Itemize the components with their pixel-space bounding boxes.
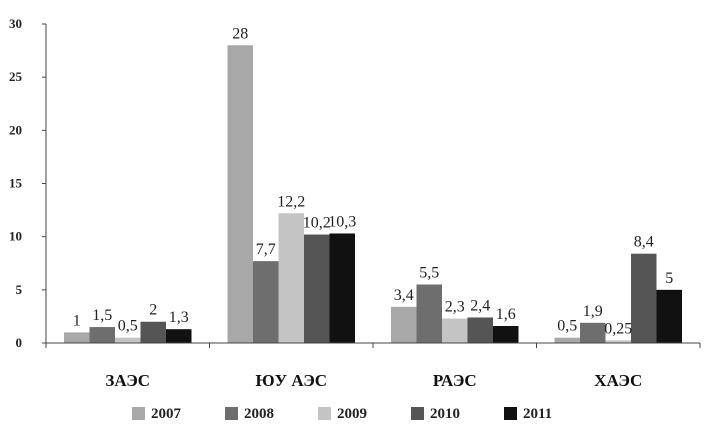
bars: [64, 45, 682, 343]
category-label: ЮУ АЭС: [255, 371, 327, 390]
data-label: 3,4: [394, 287, 414, 304]
bar-2008-2: [417, 285, 443, 343]
y-axis: 0 5 10 15 20 25 30: [9, 16, 46, 350]
data-label: 5,5: [419, 265, 439, 282]
legend-swatch: [504, 407, 517, 420]
bar-2010-2: [468, 317, 494, 343]
data-label: 1,3: [169, 309, 189, 326]
bar-2007-0: [64, 332, 90, 343]
bar-2008-0: [90, 327, 116, 343]
bar-2008-3: [580, 323, 606, 343]
bar-2009-2: [442, 319, 468, 343]
data-label: 1,6: [496, 306, 516, 323]
bar-2010-3: [631, 254, 657, 343]
y-tick-label: 30: [9, 16, 22, 31]
data-label: 1,5: [92, 307, 112, 324]
legend-swatch: [411, 407, 424, 420]
bar-2009-1: [279, 213, 305, 343]
category-label: ХАЭС: [594, 371, 642, 390]
legend-swatch: [318, 407, 331, 420]
data-labels: 1 1,5 0,5 2 1,3 28 7,7 12,2 10,210,3 3,4 5,5 2,3 2,4…: [73, 25, 674, 337]
category-label: РАЭС: [433, 371, 477, 390]
legend-label: 2011: [523, 406, 552, 422]
data-label: 8,4: [634, 234, 654, 251]
data-label: 5: [665, 270, 673, 287]
legend-label: 2010: [430, 406, 460, 422]
y-tick-label: 15: [9, 176, 23, 191]
bar-2011-3: [657, 290, 683, 343]
data-label: 28: [232, 25, 248, 42]
y-tick-label: 5: [16, 282, 23, 297]
bar-2010-1: [304, 235, 330, 343]
y-tick-label: 25: [9, 69, 23, 84]
data-label: 1,9: [583, 303, 603, 320]
bar-2008-1: [253, 261, 279, 343]
data-label: 7,7: [256, 241, 276, 258]
data-label: 2,3: [445, 299, 465, 316]
legend-swatch: [225, 407, 238, 420]
y-tick-label: 0: [16, 335, 23, 350]
data-label: 0,25: [604, 320, 632, 337]
bar-2007-3: [555, 338, 581, 343]
data-label: 1: [73, 312, 81, 329]
data-label: 12,2: [277, 193, 305, 210]
bar-2009-0: [115, 338, 141, 343]
data-label: 2,4: [470, 297, 490, 314]
bar-2011-2: [493, 326, 519, 343]
bar-2011-1: [330, 233, 356, 343]
legend-swatch: [132, 407, 145, 420]
bar-2010-0: [141, 322, 167, 343]
data-label: 2: [149, 302, 157, 319]
legend-label: 2007: [151, 406, 182, 422]
data-label: 0,5: [118, 318, 138, 335]
bar-2007-1: [228, 45, 254, 343]
y-tick-label: 20: [9, 122, 22, 137]
y-tick-label: 10: [9, 229, 22, 244]
bar-2011-0: [166, 329, 192, 343]
category-label: ЗАЭС: [105, 371, 150, 390]
bar-2007-2: [391, 307, 417, 343]
x-axis: ЗАЭС ЮУ АЭС РАЭС ХАЭС: [46, 343, 700, 390]
legend: 2007 2008 2009 2010 2011: [132, 406, 552, 422]
data-label: 0,5: [557, 318, 577, 335]
data-label: 10,2: [303, 215, 331, 232]
data-label: 10,3: [328, 213, 356, 230]
legend-label: 2009: [337, 406, 367, 422]
legend-label: 2008: [244, 406, 274, 422]
